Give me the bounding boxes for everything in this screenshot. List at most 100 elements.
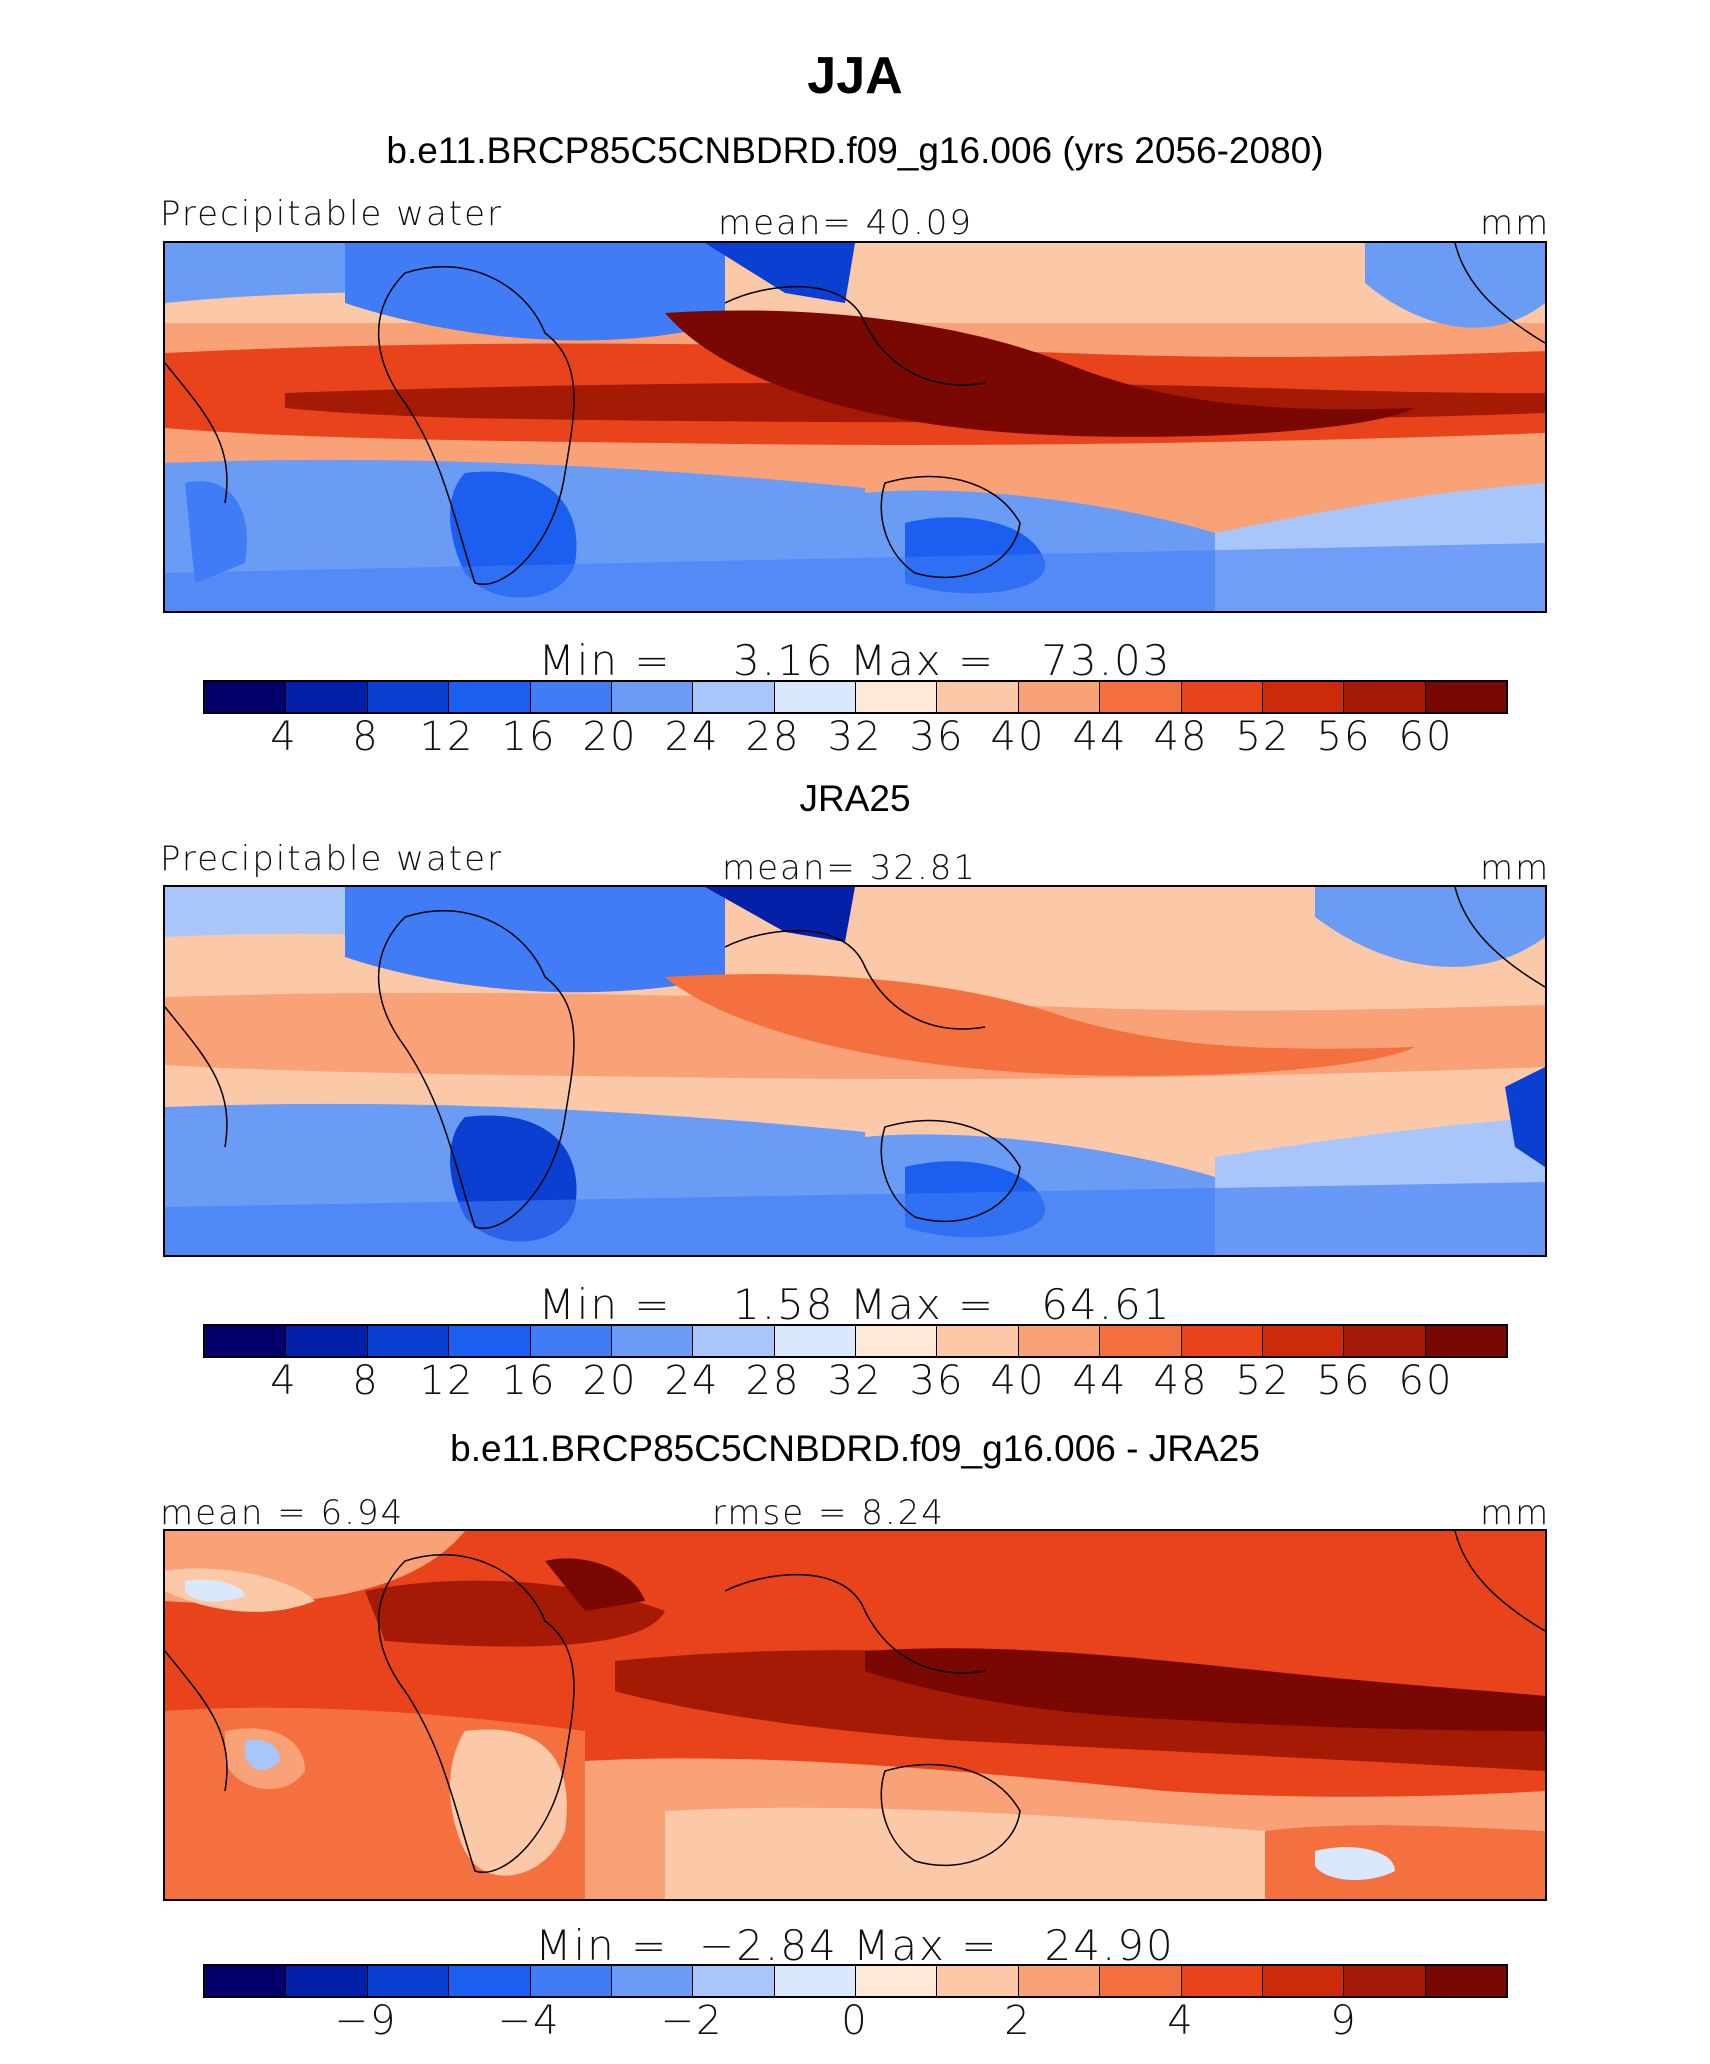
- colorbar-box: [1100, 1966, 1182, 1996]
- colorbar-box: [1344, 1326, 1426, 1356]
- colorbar-tick: 4: [270, 1358, 298, 1404]
- colorbar-box: [530, 1326, 612, 1356]
- colorbar-tick: 48: [1153, 714, 1209, 760]
- colorbar-tick: 20: [582, 714, 638, 760]
- colorbar-box: [611, 682, 694, 712]
- colorbar-box: [205, 1966, 287, 1996]
- colorbar-tick: 4: [270, 714, 298, 760]
- colorbar-tick: 44: [1072, 1358, 1128, 1404]
- colorbar-box: [530, 682, 612, 712]
- colorbar-tick: 2: [1004, 1998, 1032, 2044]
- colorbar-tick: 60: [1398, 1358, 1454, 1404]
- colorbar-box: [1181, 1326, 1263, 1356]
- colorbar-box: [530, 1966, 612, 1996]
- colorbar-tick: 36: [909, 1358, 965, 1404]
- colorbar-box: [611, 1966, 694, 1996]
- colorbar-tick: 24: [664, 1358, 720, 1404]
- colorbar-box: [693, 1966, 775, 1996]
- panel-2-variable-label: Precipitable water: [160, 839, 504, 879]
- colorbar-box: [1344, 1966, 1426, 1996]
- colorbar-box: [286, 1966, 368, 1996]
- colorbar-box: [449, 1966, 531, 1996]
- panel-3-map: [163, 1529, 1547, 1901]
- colorbar-box: [1425, 1326, 1506, 1356]
- panel-1-minmax: Min = 3.16 Max = 73.03: [538, 636, 1172, 685]
- colorbar-box: [937, 682, 1019, 712]
- colorbar-box: [286, 682, 368, 712]
- colorbar-box: [205, 1326, 287, 1356]
- colorbar-box: [367, 682, 450, 712]
- colorbar-tick: 40: [990, 1358, 1046, 1404]
- colorbar-tick: 8: [352, 714, 380, 760]
- panel-1-variable-label: Precipitable water: [160, 194, 504, 234]
- panel-3-contour-field: [165, 1531, 1545, 1899]
- colorbar-box: [774, 1326, 856, 1356]
- colorbar-box: [1262, 1326, 1345, 1356]
- colorbar-box: [774, 682, 856, 712]
- colorbar-box: [937, 1966, 1019, 1996]
- colorbar-tick: 4: [1167, 1998, 1195, 2044]
- colorbar-box: [693, 682, 775, 712]
- colorbar-tick: 12: [419, 714, 475, 760]
- colorbar-box: [1100, 682, 1182, 712]
- panel-3-mean-label: mean = 6.94: [160, 1493, 405, 1533]
- colorbar-tick: 0: [841, 1998, 869, 2044]
- panel-2-minmax: Min = 1.58 Max = 64.61: [538, 1280, 1172, 1329]
- panel-1-map: [163, 241, 1547, 613]
- colorbar-box: [856, 682, 938, 712]
- colorbar-box: [1262, 1966, 1345, 1996]
- panel-2-map: [163, 885, 1547, 1257]
- colorbar-tick: 40: [990, 714, 1046, 760]
- colorbar-tick: 20: [582, 1358, 638, 1404]
- colorbar-tick: 44: [1072, 714, 1128, 760]
- colorbar-box: [611, 1326, 694, 1356]
- colorbar-box: [1018, 682, 1101, 712]
- colorbar-box: [693, 1326, 775, 1356]
- colorbar-box: [1344, 682, 1426, 712]
- colorbar-box: [1181, 1966, 1263, 1996]
- panel-3-minmax: Min = −2.84 Max = 24.90: [535, 1921, 1175, 1970]
- colorbar-tick: 9: [1330, 1998, 1358, 2044]
- colorbar-tick: 52: [1235, 1358, 1291, 1404]
- colorbar-box: [774, 1966, 856, 1996]
- panel-1-units-label: mm: [1480, 203, 1551, 243]
- colorbar-tick: −4: [497, 1998, 561, 2044]
- colorbar-box: [856, 1326, 938, 1356]
- panel-3-units-label: mm: [1480, 1493, 1551, 1533]
- colorbar-tick: −2: [660, 1998, 724, 2044]
- colorbar-tick: 60: [1398, 714, 1454, 760]
- colorbar-tick: 36: [909, 714, 965, 760]
- panel-3-colorbar: [203, 1964, 1508, 1998]
- colorbar-tick: −9: [334, 1998, 398, 2044]
- panel-2-subtitle: JRA25: [799, 778, 911, 819]
- colorbar-tick: 28: [745, 1358, 801, 1404]
- colorbar-tick: 56: [1316, 714, 1372, 760]
- colorbar-tick: 32: [827, 1358, 883, 1404]
- panel-2-units-label: mm: [1480, 848, 1551, 888]
- colorbar-box: [449, 1326, 531, 1356]
- colorbar-tick: 52: [1235, 714, 1291, 760]
- colorbar-tick: 16: [501, 714, 557, 760]
- colorbar-box: [205, 682, 287, 712]
- colorbar-box: [1425, 1966, 1506, 1996]
- colorbar-box: [367, 1326, 450, 1356]
- colorbar-box: [1262, 682, 1345, 712]
- colorbar-box: [1181, 682, 1263, 712]
- panel-1-subtitle: b.e11.BRCP85C5CNBDRD.f09_g16.006 (yrs 20…: [386, 130, 1324, 171]
- panel-2-mean-label: mean= 32.81: [722, 848, 978, 888]
- colorbar-box: [367, 1966, 450, 1996]
- colorbar-box: [856, 1966, 938, 1996]
- panel-2-colorbar: [203, 1324, 1508, 1358]
- colorbar-tick: 48: [1153, 1358, 1209, 1404]
- colorbar-tick: 28: [745, 714, 801, 760]
- panel-1-contour-field: [165, 243, 1545, 611]
- colorbar-tick: 16: [501, 1358, 557, 1404]
- panel-1-mean-label: mean= 40.09: [718, 203, 974, 243]
- panel-3-rmse-label: rmse = 8.24: [712, 1493, 945, 1533]
- colorbar-box: [1018, 1326, 1101, 1356]
- panel-1-colorbar: [203, 680, 1508, 714]
- panel-2-contour-field: [165, 887, 1545, 1255]
- colorbar-box: [1425, 682, 1506, 712]
- colorbar-tick: 12: [419, 1358, 475, 1404]
- colorbar-tick: 32: [827, 714, 883, 760]
